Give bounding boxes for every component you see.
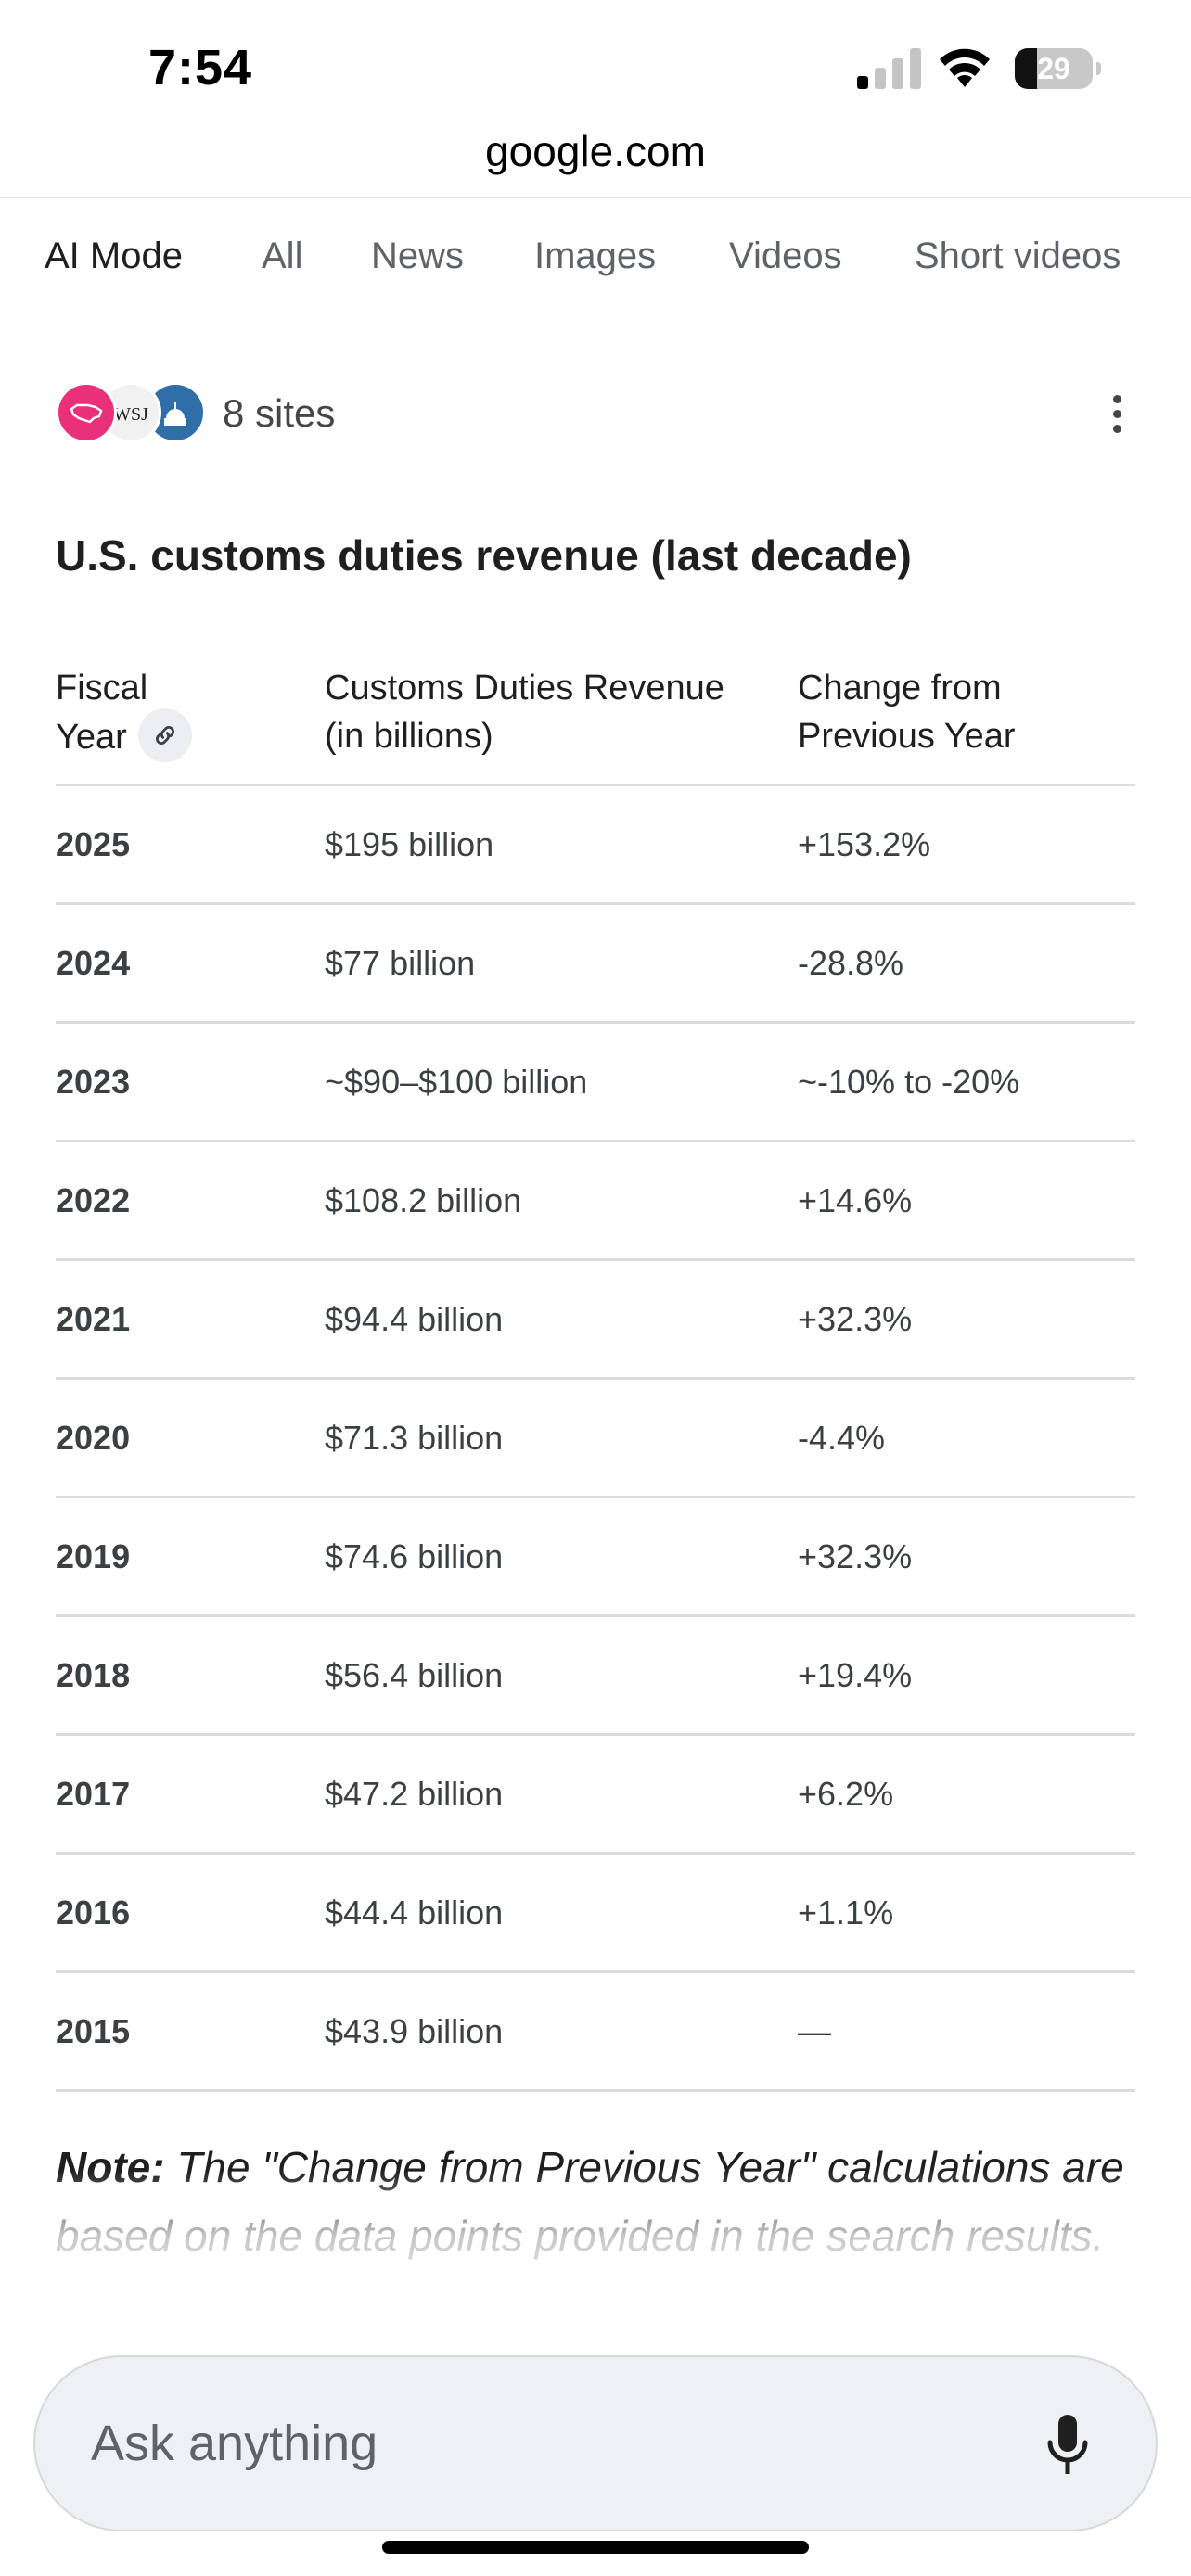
cell-change: +6.2% <box>798 1775 894 1813</box>
cell-year: 2015 <box>56 2012 131 2050</box>
table-row: 2020 $71.3 billion -4.4% <box>56 1380 1135 1498</box>
ask-placeholder: Ask anything <box>91 2416 378 2471</box>
table-row: 2021 $94.4 billion +32.3% <box>56 1261 1135 1380</box>
sources-row[interactable]: WSJ 8 sites <box>56 378 1141 453</box>
header-revenue-line1: Customs Duties Revenue <box>325 669 724 708</box>
cell-revenue: $77 billion <box>325 944 476 982</box>
status-time: 7:54 <box>148 40 253 96</box>
cell-year: 2025 <box>56 825 131 863</box>
tab-images[interactable]: Images <box>534 236 657 276</box>
tab-all[interactable]: All <box>262 236 303 276</box>
cell-year: 2019 <box>56 1537 131 1575</box>
table-row: 2022 $108.2 billion +14.6% <box>56 1142 1135 1261</box>
wifi-icon <box>940 48 990 87</box>
cell-change: -4.4% <box>798 1419 886 1457</box>
cell-year: 2022 <box>56 1181 131 1219</box>
cell-change: +1.1% <box>798 1894 894 1932</box>
source-logo-wsj-icon: WSJ <box>100 382 161 443</box>
cell-change: -28.8% <box>798 944 904 982</box>
cell-change: +32.3% <box>798 1300 913 1338</box>
revenue-table: Fiscal Year Customs Duties Revenue (in b… <box>56 649 1135 2092</box>
header-change-line1: Change from <box>798 669 1002 708</box>
table-row: 2015 $43.9 billion — <box>56 1973 1135 2092</box>
cell-year: 2020 <box>56 1419 131 1457</box>
cell-change: +19.4% <box>798 1656 913 1694</box>
mic-icon[interactable] <box>1044 2413 1091 2478</box>
status-bar: 7:54 29 <box>0 0 1191 130</box>
header-revenue-line2: (in billions) <box>325 717 493 756</box>
content-fade <box>0 2170 1191 2318</box>
battery-cap <box>1096 62 1101 75</box>
cell-year: 2016 <box>56 1894 131 1932</box>
header-revenue: Customs Duties Revenue (in billions) <box>325 664 770 760</box>
table-row: 2018 $56.4 billion +19.4% <box>56 1617 1135 1736</box>
table-row: 2019 $74.6 billion +32.3% <box>56 1498 1135 1617</box>
tab-videos[interactable]: Videos <box>729 236 842 276</box>
search-tabs: AI Mode All News Images Videos Short vid… <box>45 236 1191 300</box>
cell-change: +14.6% <box>798 1181 913 1219</box>
cell-year: 2023 <box>56 1063 131 1101</box>
header-fiscal-year-line2: Year <box>56 718 127 758</box>
cell-revenue: $71.3 billion <box>325 1419 504 1457</box>
tab-short-videos[interactable]: Short videos <box>915 236 1121 276</box>
cell-year: 2017 <box>56 1775 131 1813</box>
link-icon[interactable] <box>137 708 192 762</box>
url-bar[interactable]: google.com <box>485 127 706 175</box>
table-header: Fiscal Year Customs Duties Revenue (in b… <box>56 649 1135 786</box>
cell-revenue: $44.4 billion <box>325 1894 504 1932</box>
cell-revenue: $108.2 billion <box>325 1181 522 1219</box>
table-row: 2024 $77 billion -28.8% <box>56 905 1135 1024</box>
table-row: 2017 $47.2 billion +6.2% <box>56 1736 1135 1855</box>
table-row: 2016 $44.4 billion +1.1% <box>56 1855 1135 1973</box>
battery-icon: 29 <box>1015 48 1101 89</box>
cell-change: ~-10% to -20% <box>798 1063 1020 1101</box>
cell-year: 2024 <box>56 944 131 982</box>
cell-year: 2018 <box>56 1656 131 1694</box>
cell-revenue: $47.2 billion <box>325 1775 504 1813</box>
home-indicator[interactable] <box>382 2541 809 2554</box>
ask-input[interactable]: Ask anything <box>33 2355 1158 2531</box>
tab-news[interactable]: News <box>371 236 465 276</box>
header-change-line2: Previous Year <box>798 717 1016 756</box>
cell-revenue: $74.6 billion <box>325 1537 504 1575</box>
cell-revenue: ~$90–$100 billion <box>325 1063 588 1101</box>
cell-revenue: $43.9 billion <box>325 2012 504 2050</box>
battery-level: 29 <box>1037 52 1070 85</box>
cell-revenue: $56.4 billion <box>325 1656 504 1694</box>
cell-change: — <box>798 2012 831 2050</box>
sources-count: 8 sites <box>223 391 336 435</box>
cellular-signal-icon <box>857 48 921 89</box>
cell-year: 2021 <box>56 1300 131 1338</box>
battery-fill <box>1015 48 1038 89</box>
cell-change: +32.3% <box>798 1537 913 1575</box>
tab-ai-mode[interactable]: AI Mode <box>45 236 183 276</box>
more-vert-icon[interactable] <box>1098 386 1135 441</box>
section-heading: U.S. customs duties revenue (last decade… <box>56 531 912 580</box>
header-fiscal-year-line1: Fiscal <box>56 669 148 708</box>
table-row: 2025 $195 billion +153.2% <box>56 786 1135 905</box>
divider <box>0 197 1191 198</box>
cell-change: +153.2% <box>798 825 931 863</box>
source-logo-map-icon <box>56 382 117 443</box>
header-fiscal-year: Fiscal Year <box>56 664 269 766</box>
cell-revenue: $195 billion <box>325 825 494 863</box>
cell-revenue: $94.4 billion <box>325 1300 504 1338</box>
source-logo-wsj-text: WSJ <box>113 404 148 425</box>
header-change: Change from Previous Year <box>798 664 1132 760</box>
table-row: 2023 ~$90–$100 billion ~-10% to -20% <box>56 1024 1135 1142</box>
